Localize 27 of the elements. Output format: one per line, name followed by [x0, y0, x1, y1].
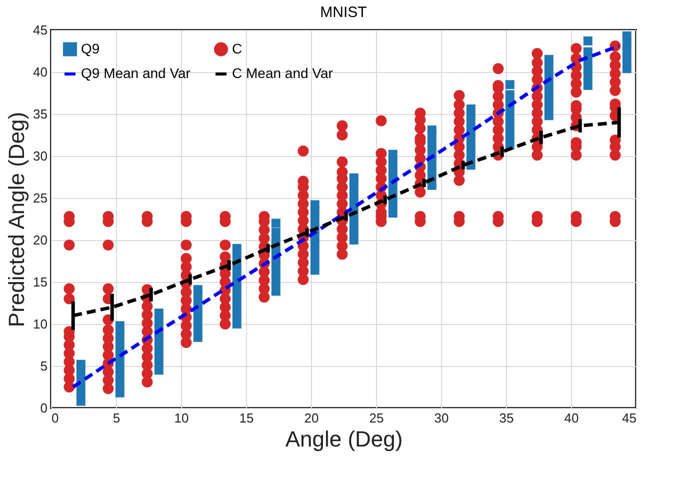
- x-axis-title: Angle (Deg): [285, 426, 403, 452]
- y-tick-label: 15: [33, 274, 48, 290]
- y-tick-label: 35: [33, 106, 48, 122]
- legend-label: Q9: [81, 40, 100, 56]
- y-tick-label: 20: [33, 232, 48, 248]
- x-tick-label: 10: [174, 410, 189, 426]
- x-tick-label: 40: [564, 410, 579, 426]
- x-tick-label: 0: [52, 410, 59, 426]
- y-tick-label: 45: [33, 22, 48, 38]
- x-tick-label: 25: [369, 410, 384, 426]
- y-tick-label: 0: [40, 400, 48, 416]
- y-tick-label: 10: [33, 316, 48, 332]
- x-tick-label: 45: [622, 410, 636, 426]
- chart-title: MNIST: [320, 4, 367, 21]
- x-tick-label: 15: [239, 410, 254, 426]
- legend-label: C Mean and Var: [232, 65, 334, 81]
- y-tick-label: 25: [33, 190, 48, 206]
- x-tick-label: 5: [112, 410, 120, 426]
- y-tick-label: 5: [40, 358, 48, 374]
- legend-label: C: [232, 40, 242, 56]
- y-tick-label: 40: [33, 64, 48, 80]
- x-tick-label: 35: [499, 410, 514, 426]
- y-axis-title: Predicted Angle (Deg): [4, 112, 30, 328]
- y-tick-label: 30: [33, 148, 48, 164]
- legend-label: Q9 Mean and Var: [81, 65, 191, 81]
- x-tick-label: 30: [434, 410, 449, 426]
- x-tick-label: 20: [304, 410, 319, 426]
